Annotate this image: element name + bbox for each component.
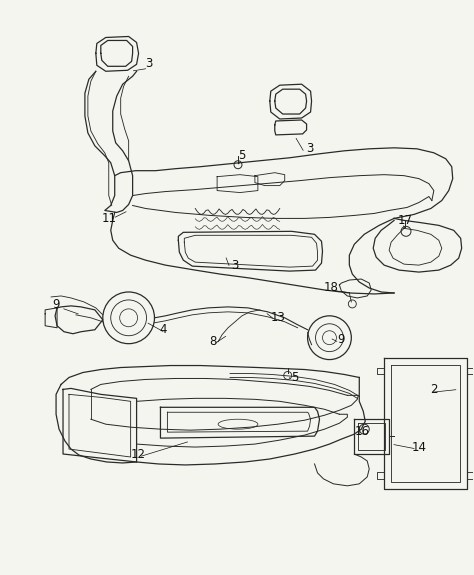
Text: 2: 2: [430, 383, 438, 396]
Text: 12: 12: [131, 447, 146, 461]
Text: 11: 11: [101, 212, 116, 225]
Text: 17: 17: [398, 214, 412, 227]
Text: 16: 16: [355, 425, 370, 438]
Text: 9: 9: [52, 298, 60, 312]
Text: 3: 3: [306, 143, 313, 155]
Text: 13: 13: [270, 311, 285, 324]
Text: 3: 3: [145, 57, 152, 70]
Text: 9: 9: [337, 333, 345, 346]
Text: 4: 4: [160, 323, 167, 336]
Text: 3: 3: [231, 259, 239, 271]
Text: 14: 14: [411, 440, 427, 454]
Text: 5: 5: [291, 371, 298, 384]
Text: 18: 18: [324, 282, 339, 294]
Text: 8: 8: [210, 335, 217, 348]
Text: 5: 5: [238, 150, 246, 162]
